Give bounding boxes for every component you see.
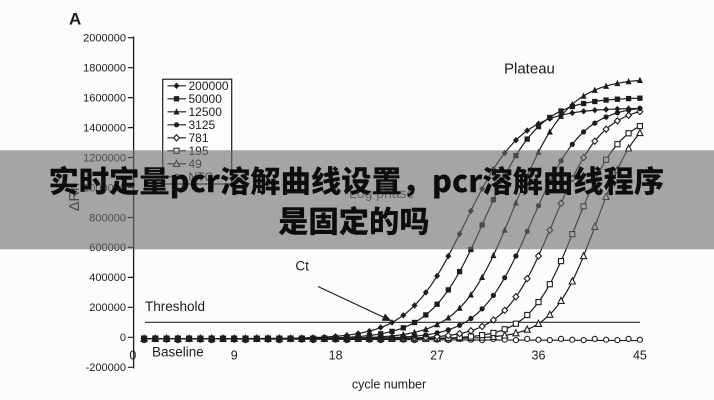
svg-text:3125: 3125 xyxy=(189,118,216,132)
svg-text:1400000: 1400000 xyxy=(83,122,126,134)
svg-text:50000: 50000 xyxy=(189,92,223,106)
svg-text:0: 0 xyxy=(129,349,136,363)
svg-text:1800000: 1800000 xyxy=(83,63,126,75)
svg-text:18: 18 xyxy=(329,349,343,363)
svg-text:200000: 200000 xyxy=(89,302,126,314)
svg-text:cycle number: cycle number xyxy=(352,378,426,392)
svg-text:200000: 200000 xyxy=(189,79,229,93)
svg-text:45: 45 xyxy=(633,349,647,363)
svg-text:9: 9 xyxy=(231,349,238,363)
svg-text:2000000: 2000000 xyxy=(83,33,126,45)
svg-text:400000: 400000 xyxy=(89,272,126,284)
svg-text:Baseline: Baseline xyxy=(152,345,204,360)
svg-text:A: A xyxy=(69,10,81,29)
svg-text:0: 0 xyxy=(120,332,126,344)
svg-text:36: 36 xyxy=(532,349,546,363)
svg-text:-200000: -200000 xyxy=(86,362,126,374)
svg-text:781: 781 xyxy=(189,131,209,145)
svg-text:1600000: 1600000 xyxy=(83,92,126,104)
svg-text:27: 27 xyxy=(430,349,444,363)
svg-text:Ct: Ct xyxy=(295,259,309,274)
svg-text:12500: 12500 xyxy=(189,105,223,119)
svg-text:Threshold: Threshold xyxy=(145,299,205,314)
svg-text:Plateau: Plateau xyxy=(504,61,555,78)
